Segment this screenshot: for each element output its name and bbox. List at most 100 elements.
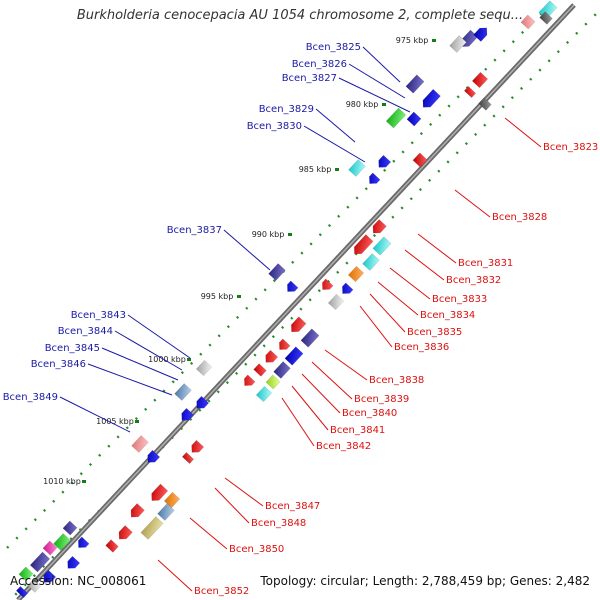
gene-feature[interactable] [178, 407, 195, 424]
gene-feature[interactable] [262, 349, 279, 366]
gene-label-left[interactable]: Bcen_3844 [58, 326, 113, 337]
gene-label-left[interactable]: Bcen_3829 [259, 104, 314, 115]
gene-feature[interactable] [284, 346, 304, 366]
gene-feature[interactable] [347, 265, 365, 283]
callout-line [189, 517, 228, 550]
gene-feature[interactable] [195, 359, 213, 377]
gene-feature[interactable] [128, 503, 145, 520]
gene-feature[interactable] [188, 439, 205, 456]
gene-feature[interactable] [116, 525, 133, 542]
topology-summary: Topology: circular; Length: 2,788,459 bp… [260, 574, 590, 588]
gene-feature[interactable] [157, 503, 175, 521]
gene-feature[interactable] [375, 154, 392, 171]
gene-feature[interactable] [385, 107, 407, 129]
gene-feature[interactable] [144, 449, 161, 466]
tick-label: 975 kbp [396, 36, 429, 45]
gene-label-right[interactable]: Bcen_3831 [458, 258, 513, 269]
gene-feature[interactable] [339, 282, 354, 297]
gene-feature[interactable] [319, 278, 334, 293]
tick-mark [135, 420, 139, 423]
gene-feature[interactable] [284, 280, 299, 295]
gene-label-left[interactable]: Bcen_3843 [71, 310, 126, 321]
gene-feature[interactable] [15, 586, 29, 598]
gene-label-right[interactable]: Bcen_3832 [446, 275, 501, 286]
gene-feature[interactable] [372, 236, 392, 256]
gene-label-left[interactable]: Bcen_3827 [282, 73, 337, 84]
gene-feature[interactable] [327, 293, 345, 311]
gene-feature[interactable] [105, 539, 119, 553]
gene-label-left[interactable]: Bcen_3826 [292, 59, 347, 70]
tick-mark [288, 233, 292, 236]
gene-label-right[interactable]: Bcen_3841 [330, 425, 385, 436]
gene-label-right[interactable]: Bcen_3840 [342, 408, 397, 419]
gene-feature[interactable] [406, 111, 422, 127]
gene-feature[interactable] [366, 172, 381, 187]
gene-feature[interactable] [140, 516, 164, 540]
gene-feature[interactable] [181, 452, 195, 464]
gene-feature[interactable] [241, 374, 256, 389]
gene-label-right[interactable]: Bcen_3848 [251, 518, 306, 529]
gene-feature[interactable] [473, 24, 491, 42]
gene-feature[interactable] [62, 520, 78, 536]
gene-feature[interactable] [276, 338, 291, 353]
gene-label-left[interactable]: Bcen_3845 [45, 343, 100, 354]
gene-feature[interactable] [288, 316, 307, 336]
gene-feature[interactable] [300, 328, 320, 348]
gene-feature[interactable] [478, 97, 492, 111]
gene-feature[interactable] [520, 14, 536, 30]
gene-label-right[interactable]: Bcen_3842 [316, 441, 371, 452]
gene-feature[interactable] [463, 86, 477, 98]
gene-label-left[interactable]: Bcen_3830 [247, 121, 302, 132]
gene-feature[interactable] [174, 383, 192, 401]
tick-mark [237, 295, 241, 298]
gene-label-right[interactable]: Bcen_3828 [492, 212, 547, 223]
gene-feature[interactable] [268, 263, 286, 281]
gene-feature[interactable] [412, 152, 428, 168]
gene-feature[interactable] [42, 540, 58, 556]
gene-feature[interactable] [131, 435, 149, 453]
gene-label-left[interactable]: Bcen_3837 [167, 225, 222, 236]
gene-feature[interactable] [370, 219, 387, 236]
gene-feature[interactable] [29, 551, 51, 573]
gene-feature[interactable] [265, 374, 281, 390]
callout-line [315, 108, 356, 143]
callout-line [127, 314, 191, 359]
gene-label-left[interactable]: Bcen_3846 [31, 359, 86, 370]
gene-feature[interactable] [362, 253, 380, 271]
gene-label-left[interactable]: Bcen_3825 [306, 42, 361, 53]
gene-feature[interactable] [163, 491, 181, 509]
gene-label-left[interactable]: Bcen_3849 [3, 392, 58, 403]
gene-label-right[interactable]: Bcen_3834 [420, 310, 475, 321]
gene-label-right[interactable]: Bcen_3835 [407, 327, 462, 338]
gene-feature[interactable] [27, 579, 41, 593]
callout-line [338, 77, 411, 113]
gene-label-right[interactable]: Bcen_3823 [543, 142, 598, 153]
gene-label-right[interactable]: Bcen_3839 [354, 394, 409, 405]
gene-label-right[interactable]: Bcen_3838 [369, 375, 424, 386]
gene-feature[interactable] [255, 385, 273, 403]
gene-feature[interactable] [471, 71, 489, 89]
gene-feature[interactable] [273, 361, 291, 379]
gene-label-right[interactable]: Bcen_3833 [432, 294, 487, 305]
gene-feature[interactable] [253, 363, 267, 377]
gene-feature[interactable] [148, 483, 169, 504]
gene-feature[interactable] [405, 74, 425, 94]
gene-feature[interactable] [420, 88, 441, 110]
gene-feature[interactable] [40, 569, 57, 586]
gene-label-right[interactable]: Bcen_3852 [194, 586, 249, 597]
gene-label-right[interactable]: Bcen_3847 [265, 501, 320, 512]
gene-feature[interactable] [351, 234, 374, 258]
gene-label-right[interactable]: Bcen_3836 [394, 342, 449, 353]
gene-label-right[interactable]: Bcen_3850 [229, 544, 284, 555]
callout-line [101, 347, 179, 381]
gene-feature[interactable] [75, 536, 90, 551]
gene-feature[interactable] [539, 11, 553, 25]
callout-line [59, 396, 131, 433]
gene-feature[interactable] [348, 159, 366, 177]
gene-feature[interactable] [193, 395, 210, 412]
gene-feature[interactable] [18, 566, 34, 582]
gene-feature[interactable] [53, 533, 71, 551]
gene-feature[interactable] [449, 35, 467, 53]
gene-feature[interactable] [64, 555, 81, 572]
